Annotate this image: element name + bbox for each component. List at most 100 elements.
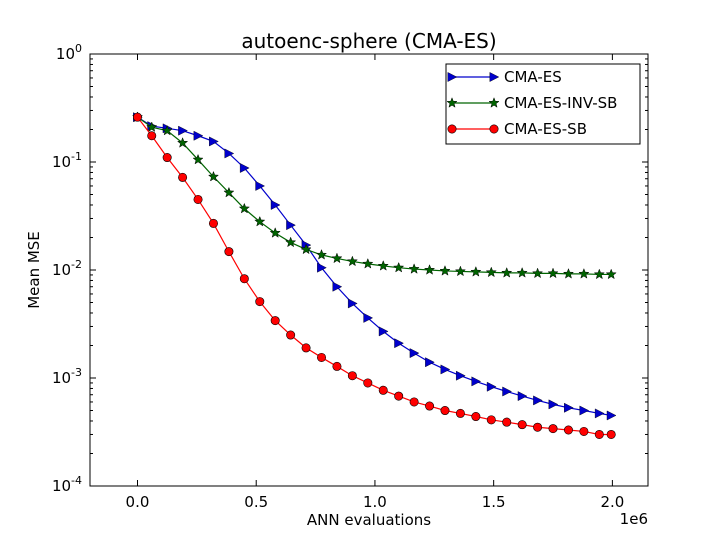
data-point-2-18 xyxy=(409,397,419,407)
data-point-2-0 xyxy=(132,112,142,122)
data-point-0-14 xyxy=(347,298,358,309)
data-point-1-27 xyxy=(547,267,559,279)
data-point-2-8 xyxy=(255,297,265,307)
data-point-1-31 xyxy=(605,268,617,280)
data-point-2-15 xyxy=(363,378,373,388)
data-point-1-9 xyxy=(269,227,281,238)
data-point-0-24 xyxy=(502,386,512,397)
data-point-2-4 xyxy=(193,194,203,204)
x-tick-label-4: 2.0 xyxy=(600,493,624,511)
data-point-1-10 xyxy=(285,236,297,248)
data-point-0-13 xyxy=(332,281,343,292)
series-layer xyxy=(131,111,617,439)
data-point-2-9 xyxy=(270,316,280,326)
data-point-2-14 xyxy=(347,371,357,381)
y-tick-label-0: 10-4 xyxy=(52,474,82,495)
legend-marker-end-1 xyxy=(488,97,500,108)
data-point-0-5 xyxy=(209,136,219,147)
y-tick-label-1: 10-3 xyxy=(52,366,82,387)
data-point-1-25 xyxy=(516,266,528,278)
data-point-0-29 xyxy=(579,405,590,416)
data-point-0-4 xyxy=(193,130,204,141)
data-point-1-18 xyxy=(408,263,420,274)
data-point-1-1 xyxy=(146,121,158,132)
x-tick-label-0: 0.0 xyxy=(126,493,150,511)
legend-marker-start-0 xyxy=(447,72,458,82)
data-point-2-19 xyxy=(425,401,435,411)
data-point-0-22 xyxy=(471,376,482,387)
data-point-1-6 xyxy=(223,186,235,198)
data-point-0-6 xyxy=(224,148,235,159)
data-point-2-23 xyxy=(486,415,496,425)
data-point-0-31 xyxy=(606,410,617,421)
data-point-1-29 xyxy=(578,268,590,279)
data-point-0-8 xyxy=(255,181,266,191)
data-point-0-27 xyxy=(548,399,559,410)
data-point-2-29 xyxy=(579,426,589,436)
data-point-2-7 xyxy=(239,274,249,284)
data-point-0-20 xyxy=(440,364,451,375)
data-point-2-13 xyxy=(332,361,342,371)
y-tick-label-4: 100 xyxy=(56,42,82,63)
data-point-0-21 xyxy=(456,370,466,381)
y-tick-label-2: 10-2 xyxy=(52,258,82,279)
data-point-1-22 xyxy=(470,266,482,277)
data-point-2-26 xyxy=(533,422,543,432)
data-point-2-1 xyxy=(147,131,157,141)
data-point-1-4 xyxy=(192,153,204,165)
series-2 xyxy=(132,112,616,439)
data-point-1-26 xyxy=(531,267,544,279)
data-point-0-12 xyxy=(317,262,327,273)
data-point-1-7 xyxy=(238,202,250,214)
legend-label-0: CMA-ES xyxy=(504,68,562,86)
data-point-2-3 xyxy=(178,172,188,182)
x-tick-label-1: 0.5 xyxy=(244,493,268,511)
x-axis-label: ANN evaluations xyxy=(307,511,431,529)
legend-marker-start-2 xyxy=(447,124,457,134)
legend-marker-start-1 xyxy=(446,97,458,108)
data-point-2-6 xyxy=(224,247,234,257)
data-point-2-20 xyxy=(440,406,450,416)
data-point-2-28 xyxy=(563,425,573,435)
data-point-0-30 xyxy=(594,408,605,419)
data-point-0-26 xyxy=(533,395,543,406)
data-point-1-8 xyxy=(254,215,266,227)
series-1 xyxy=(131,111,617,280)
data-point-1-20 xyxy=(439,265,451,276)
data-point-1-17 xyxy=(393,261,405,273)
data-point-2-12 xyxy=(317,352,327,362)
y-tick-label-3: 10-1 xyxy=(52,150,82,171)
data-point-0-23 xyxy=(486,381,497,392)
legend-marker-end-0 xyxy=(489,72,500,82)
data-point-2-31 xyxy=(606,429,616,439)
data-point-2-25 xyxy=(517,420,527,430)
legend-label-2: CMA-ES-SB xyxy=(504,120,587,138)
data-point-0-9 xyxy=(270,200,281,210)
data-point-2-16 xyxy=(378,385,388,395)
data-point-2-21 xyxy=(455,408,465,418)
data-point-2-2 xyxy=(162,153,172,163)
data-point-1-5 xyxy=(207,170,220,182)
data-point-0-16 xyxy=(378,326,389,337)
data-point-2-5 xyxy=(208,218,218,228)
x-tick-label-3: 1.5 xyxy=(482,493,506,511)
data-point-1-23 xyxy=(485,266,497,278)
data-point-1-15 xyxy=(362,257,374,269)
data-point-1-3 xyxy=(176,137,189,148)
data-point-1-19 xyxy=(423,264,436,275)
data-point-0-3 xyxy=(178,125,188,136)
chart-title: autoenc-sphere (CMA-ES) xyxy=(241,29,496,53)
data-point-2-11 xyxy=(301,343,311,353)
data-point-1-12 xyxy=(315,248,328,260)
x-offset-label: 1e6 xyxy=(620,510,648,528)
data-point-1-2 xyxy=(161,124,173,136)
data-point-0-25 xyxy=(517,391,528,402)
ticks-layer: 0.0 0.5 1.0 1.5 2.0 10-4 10-3 10-2 10-1 100 xyxy=(52,42,648,511)
data-point-2-30 xyxy=(594,429,604,439)
data-point-1-16 xyxy=(377,260,389,271)
data-point-1-24 xyxy=(501,266,513,278)
data-point-0-17 xyxy=(394,338,404,349)
data-point-0-18 xyxy=(409,348,420,359)
data-point-2-22 xyxy=(471,412,481,422)
x-tick-label-2: 1.0 xyxy=(363,493,387,511)
